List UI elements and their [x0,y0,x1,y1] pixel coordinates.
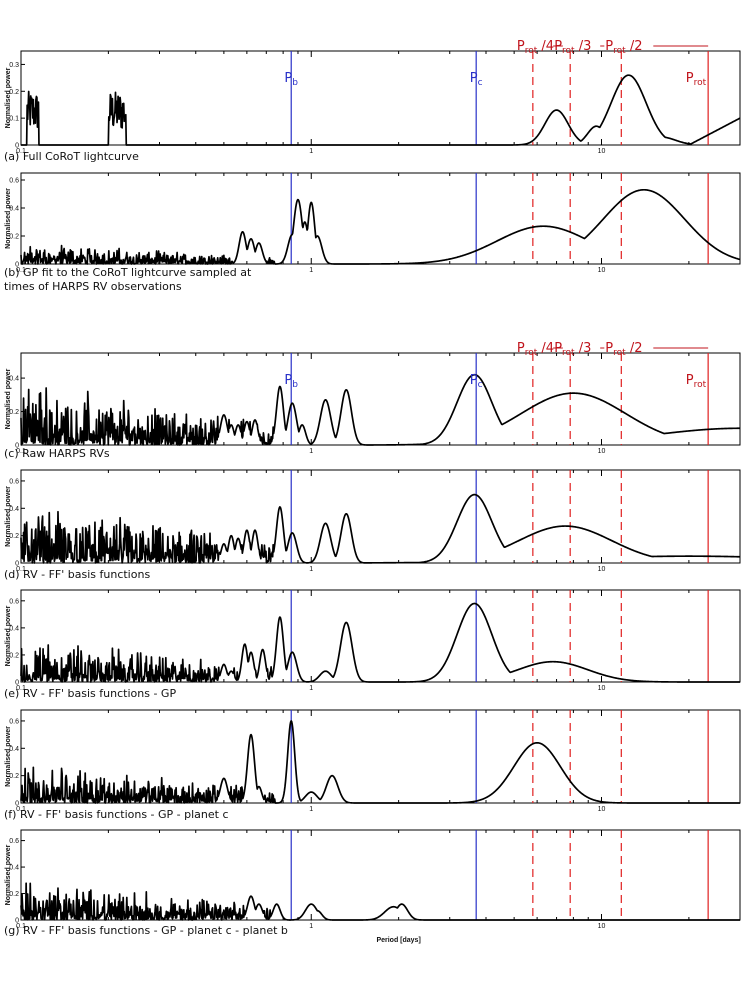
x-tick-label: 1 [309,448,313,455]
plot-frame [20,829,741,921]
rotation-fraction-label: Prot /2 [605,341,642,358]
x-tick-label: 1 [309,685,313,692]
y-axis-label: Normalised power [5,605,12,666]
panel-g: 0 0.2 0.4 0.6 0.1 1 10 Normalised power (g) RV -… [4,829,741,937]
y-tick-label: 0 [15,262,19,269]
x-tick-label: 0.1 [16,806,26,813]
panel-caption: (f) RV - FF' basis functions - GP - plan… [4,808,229,821]
panel-caption: (e) RV - FF' basis functions - GP [4,687,176,700]
y-axis-label: Normalised power [5,188,12,249]
x-tick-label: 1 [309,806,313,813]
y-tick-label: 0.6 [9,718,19,725]
x-tick-label: 1 [309,923,313,930]
y-tick-label: 0.2 [9,652,19,659]
x-tick-label: 10 [598,566,606,573]
y-tick-label: 0.1 [9,116,19,123]
x-tick-label: 1 [309,148,313,155]
rotation-fraction-label: Prot /2 [605,39,642,56]
rotation-fraction-label: Prot /4 [517,341,554,358]
y-tick-label: 0 [15,918,19,925]
y-tick-label: 0.2 [9,234,19,241]
y-tick-label: 0.4 [9,865,19,872]
y-tick-label: 0.2 [9,891,19,898]
x-tick-label: 10 [598,448,606,455]
y-axis-label: Normalised power [5,844,12,905]
periodogram-curve [20,720,741,804]
x-tick-label: 0.1 [16,685,26,692]
x-tick-label: 0.1 [16,923,26,930]
y-tick-label: 0.3 [9,62,19,69]
x-axis-label: Period [days] [376,937,420,944]
panel-d: 0 0.2 0.4 0.6 0.1 1 10 Normalised power (d) RV -… [4,469,741,581]
y-tick-label: 0 [15,561,19,568]
y-tick-label: 0.2 [9,409,19,416]
y-tick-label: 0.4 [9,206,19,213]
periodogram-curve [20,493,741,564]
y-tick-label: 0.6 [9,478,19,485]
y-tick-label: 0 [15,680,19,687]
y-axis-label: Normalised power [5,67,12,128]
y-tick-label: 0.4 [9,746,19,753]
y-tick-label: 0.6 [9,178,19,185]
panel-caption: (d) RV - FF' basis functions [4,568,150,581]
x-tick-label: 0.1 [16,148,26,155]
x-tick-label: 10 [598,148,606,155]
y-tick-label: 0 [15,143,19,150]
x-tick-label: 1 [309,566,313,573]
y-tick-label: 0.6 [9,838,19,845]
y-tick-label: 0.2 [9,773,19,780]
y-axis-label: Normalised power [5,726,12,787]
x-tick-label: 10 [598,806,606,813]
x-tick-label: 1 [309,267,313,274]
y-tick-label: 0.2 [9,533,19,540]
panel-caption: (g) RV - FF' basis functions - GP - plan… [4,924,288,937]
x-tick-label: 0.1 [16,448,26,455]
x-tick-label: 10 [598,267,606,274]
panel-c: 0 0.2 0.4 0.1 1 10 Normalised power (c) Raw HAR… [4,341,741,460]
y-tick-label: 0 [15,443,19,450]
periodogram-curve [20,188,741,265]
y-tick-label: 0.4 [9,376,19,383]
y-tick-label: 0 [15,801,19,808]
periodogram-curve [20,74,741,146]
y-tick-label: 0.4 [9,625,19,632]
panel-e: 0 0.2 0.4 0.6 0.1 1 10 Normalised power (e) RV -… [4,589,741,700]
planet-c-label: Pc [470,71,483,88]
panel-caption: (b) GP fit to the CoRoT lightcurve sampl… [4,266,252,279]
planet-b-label: Pb [284,373,298,390]
periodogram-curve [20,373,741,446]
x-tick-label: 10 [598,923,606,930]
y-axis-label: Normalised power [5,368,12,429]
y-tick-label: 0.4 [9,506,19,513]
y-tick-label: 0.6 [9,598,19,605]
planet-c-label: Pc [470,373,483,390]
plot-frame [20,172,741,265]
y-axis-label: Normalised power [5,486,12,547]
rotation-period-label: Prot [686,373,707,390]
panel-caption: (c) Raw HARPS RVs [4,447,110,460]
x-tick-label: 10 [598,685,606,692]
panel-caption: times of HARPS RV observations [4,280,182,293]
planet-b-label: Pb [284,71,298,88]
rotation-fraction-label: Prot /4 [517,39,554,56]
periodogram-curve [20,602,741,683]
plot-frame [20,50,741,146]
x-tick-label: 0.1 [16,267,26,274]
rotation-fraction-label: Prot /3 [554,341,591,358]
panel-f: 0 0.2 0.4 0.6 0.1 1 10 Normalised power (f) RV -… [4,709,741,821]
periodogram-curve [20,882,741,921]
x-tick-label: 0.1 [16,566,26,573]
y-tick-label: 0.2 [9,89,19,96]
rotation-fraction-label: Prot /3 [554,39,591,56]
panel-b: 0 0.2 0.4 0.6 0.1 1 10 Normalised power (b) GP f… [4,172,741,293]
panel-caption: (a) Full CoRoT lightcurve [4,150,139,163]
rotation-period-label: Prot [686,71,707,88]
